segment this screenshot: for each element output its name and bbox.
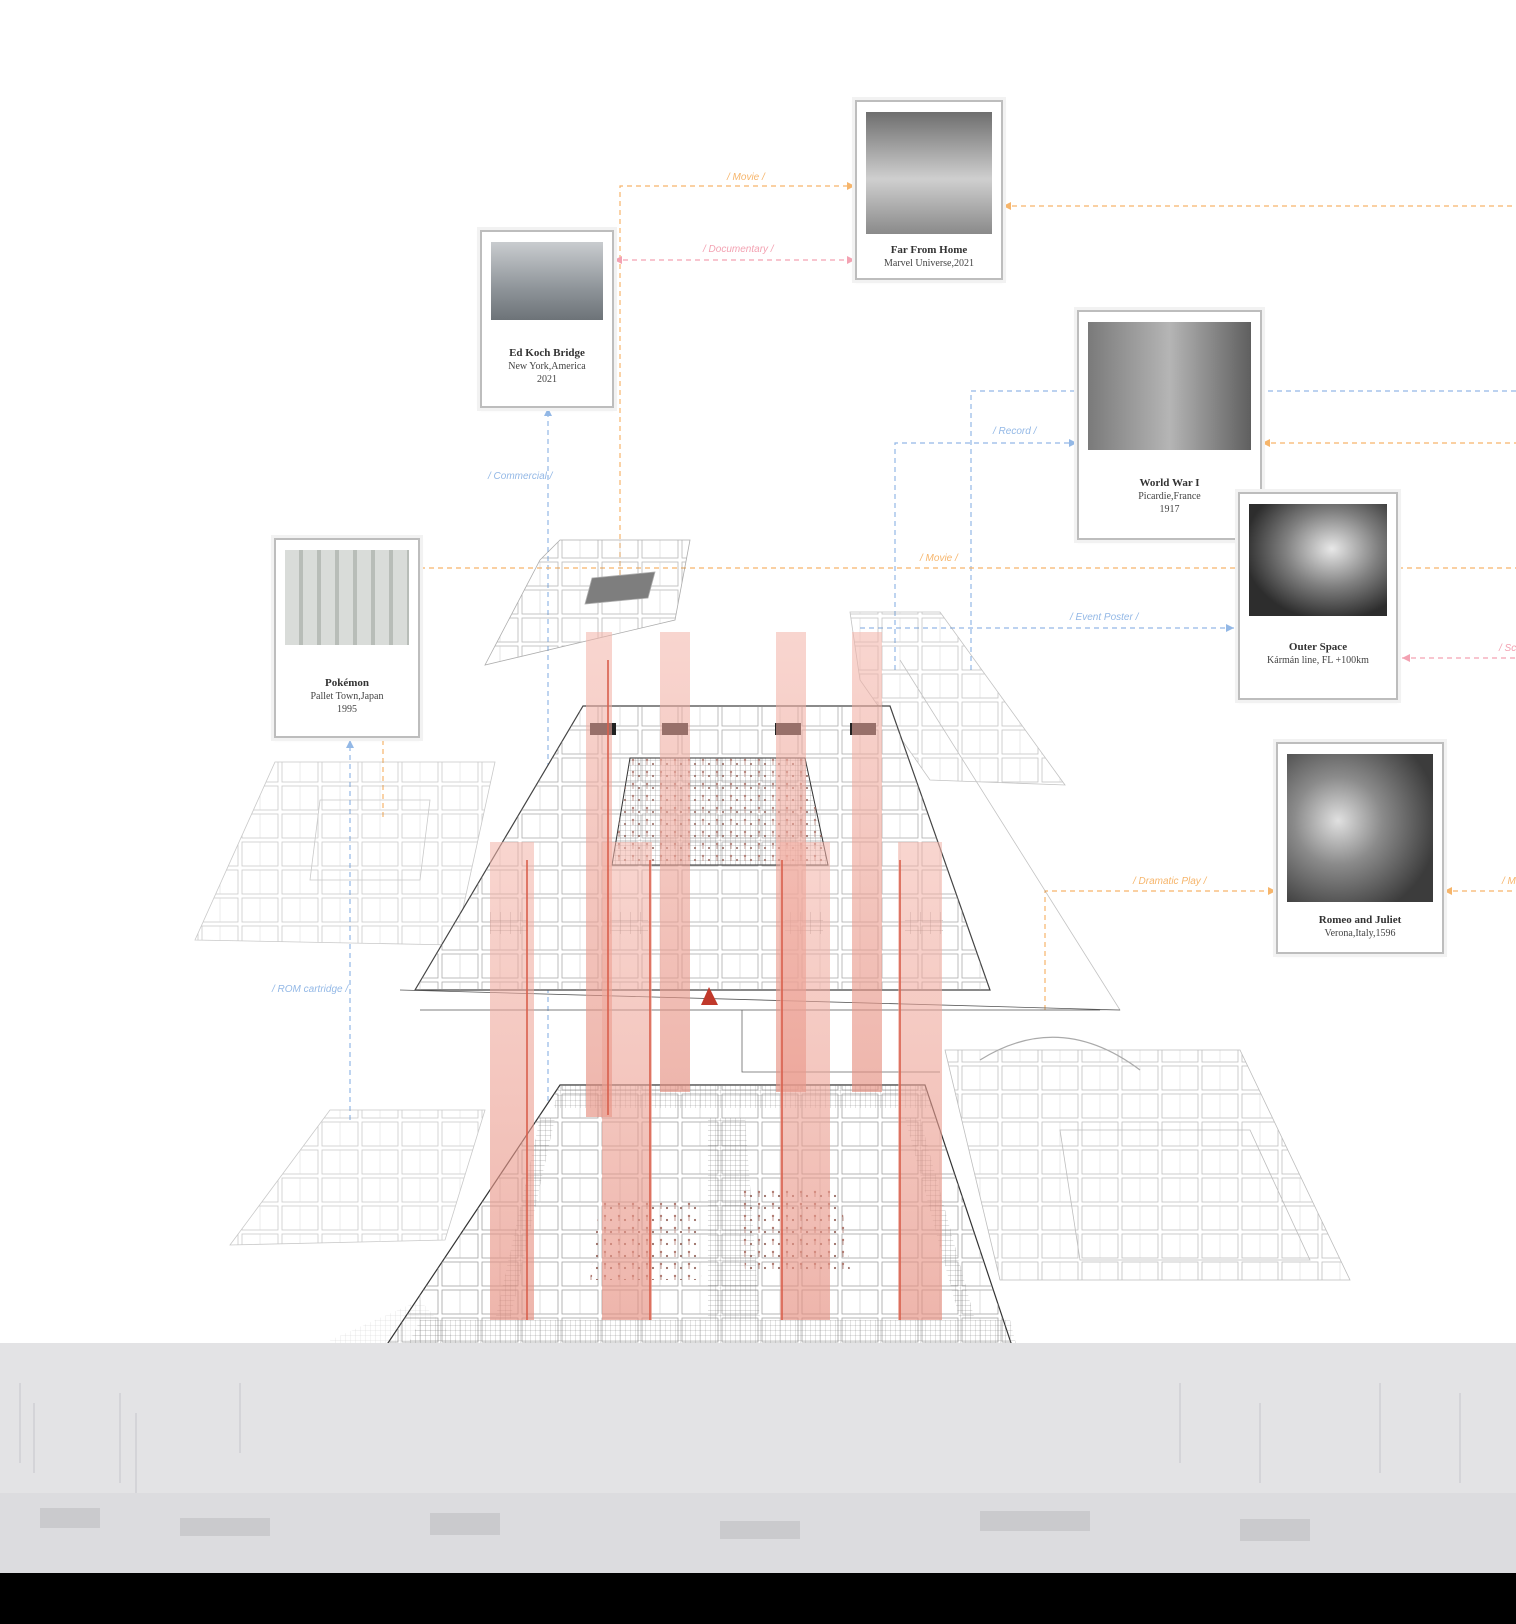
label-rom-cartridge: / ROM cartridge / (272, 984, 349, 995)
card-title: Romeo and Juliet (1318, 914, 1402, 926)
card-subtitle: New York,America (508, 361, 586, 372)
label-commercial: / Commercial / (488, 471, 553, 482)
photo-romeo-and-juliet (1287, 754, 1433, 902)
card-year: 1917 (1159, 504, 1180, 515)
upper-small-plan (484, 539, 691, 666)
photo-pokemon (285, 550, 409, 645)
label-documentary: / Documentary / (703, 244, 774, 255)
photo-ed-koch-bridge (491, 242, 603, 320)
label-edge-sc: / Sc (1499, 643, 1516, 654)
card-title: Outer Space (1288, 641, 1348, 653)
card-title: Far From Home (890, 244, 968, 256)
card-outer-space: Outer Space Kármán line, FL +100km (1238, 492, 1398, 700)
ground-band (0, 1343, 1516, 1573)
label-record: / Record / (993, 426, 1037, 437)
card-far-from-home: Far From Home Marvel Universe,2021 (855, 100, 1003, 280)
photo-far-from-home (866, 112, 992, 234)
card-year: 1995 (337, 704, 357, 715)
card-subtitle: Marvel Universe,2021 (884, 258, 974, 269)
card-year: 2021 (537, 374, 557, 385)
card-subtitle: Pallet Town,Japan (310, 691, 384, 702)
label-edge-m: / M (1502, 876, 1516, 887)
theatre-floor-plan (944, 1036, 1351, 1281)
light-columns (490, 632, 942, 1320)
photo-outer-space (1249, 504, 1387, 616)
card-world-war-i: World War I Picardie,France 1917 (1077, 310, 1262, 540)
label-movie-top: / Movie / (727, 172, 765, 183)
lower-left-plan (229, 1109, 486, 1246)
photo-world-war-i (1088, 322, 1251, 450)
pokemon-floor-plan (194, 761, 496, 946)
circuit-texture (0, 1383, 1516, 1573)
label-movie-mid: / Movie / (920, 553, 958, 564)
label-dramatic-play: / Dramatic Play / (1133, 876, 1207, 887)
card-subtitle: Kármán line, FL +100km (1267, 655, 1369, 666)
card-romeo-and-juliet: Romeo and Juliet Verona,Italy,1596 (1276, 742, 1444, 954)
card-ed-koch-bridge: Ed Koch Bridge New York,America 2021 (480, 230, 614, 408)
entrance-marker (701, 987, 718, 1005)
card-pokemon: Pokémon Pallet Town,Japan 1995 (274, 538, 420, 738)
card-title: Pokémon (325, 677, 369, 689)
card-subtitle: Picardie,France (1138, 491, 1201, 502)
arrowheads (346, 182, 1452, 895)
label-event-poster: / Event Poster / (1070, 612, 1139, 623)
card-title: World War I (1139, 477, 1200, 489)
card-subtitle: Verona,Italy,1596 (1324, 928, 1396, 939)
bottom-black-bar (0, 1573, 1516, 1624)
card-title: Ed Koch Bridge (509, 347, 585, 359)
